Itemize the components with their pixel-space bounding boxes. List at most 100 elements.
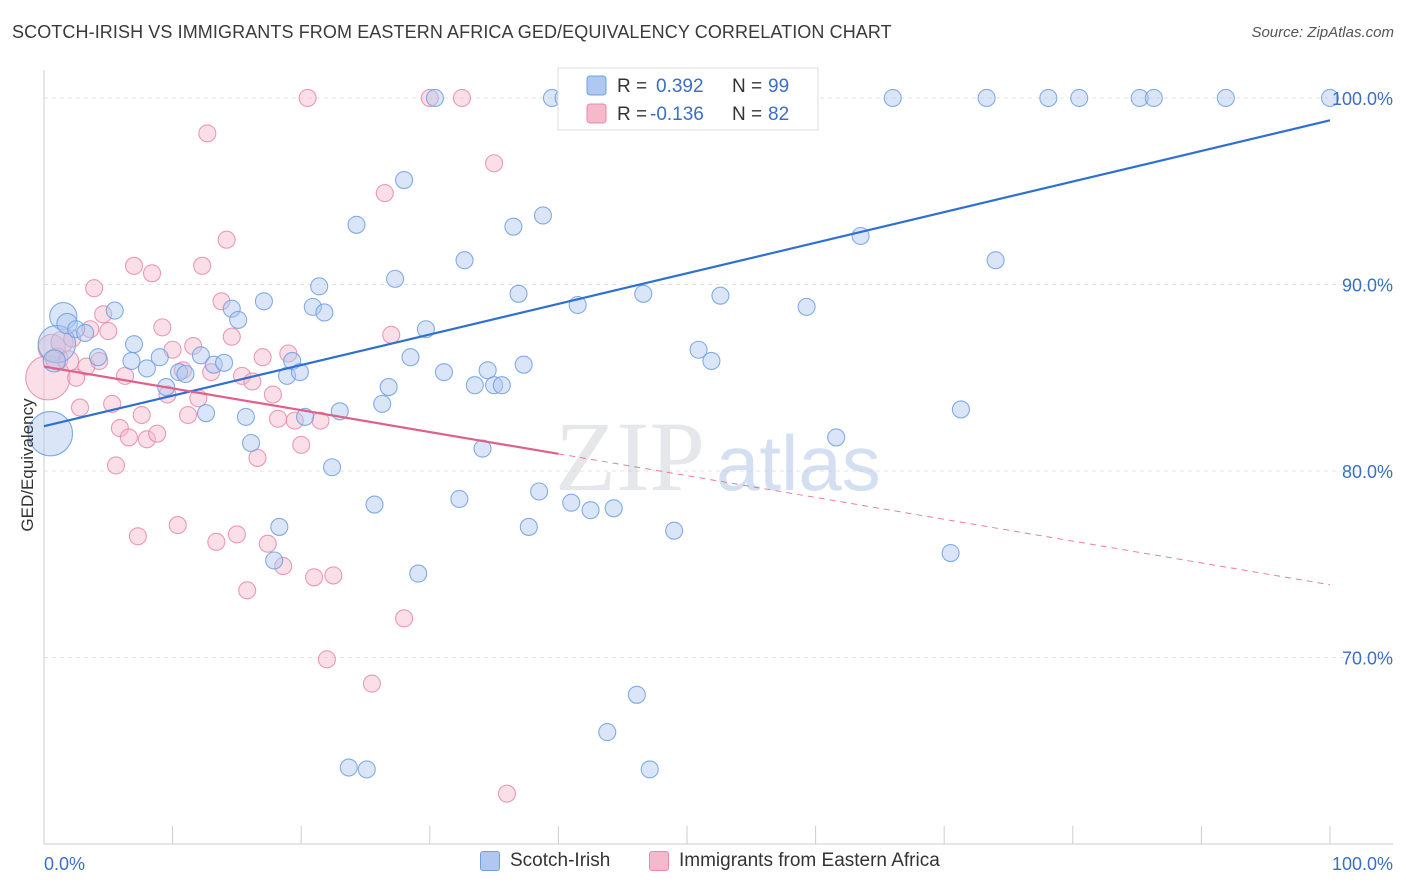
y-tick-labels: 70.0% 80.0% 90.0% 100.0% xyxy=(1332,89,1393,669)
eastern-africa-point-20 xyxy=(128,527,147,546)
legend-swatch-scotch-irish xyxy=(480,851,500,871)
eastern-africa-point-15 xyxy=(106,456,126,475)
eastern-africa-point-53 xyxy=(298,88,317,108)
eastern-africa-point-22 xyxy=(137,430,156,449)
scotch-irish-point-85 xyxy=(797,297,816,316)
legend-swatch-pink xyxy=(586,103,607,124)
eastern-africa-point-44 xyxy=(248,448,267,467)
eastern-africa-point-52 xyxy=(292,435,311,454)
scotch-irish-point-36 xyxy=(339,758,358,777)
eastern-africa-point-18 xyxy=(119,428,138,447)
scotch-irish-point-94 xyxy=(1070,88,1089,108)
scotch-irish-point-23 xyxy=(241,433,261,453)
eastern-africa-point-55 xyxy=(311,411,330,430)
trend-line-eastern-africa xyxy=(43,365,559,455)
scotch-irish-point-92 xyxy=(986,251,1005,270)
scotch-irish-point-6 xyxy=(76,323,95,343)
eastern-africa-point-39 xyxy=(222,327,241,346)
scotch-irish-point-10 xyxy=(137,359,156,378)
scotch-irish-point-95 xyxy=(1130,88,1149,108)
scotch-irish-point-64 xyxy=(562,493,581,512)
eastern-africa-point-60 xyxy=(382,325,401,344)
scotch-irish-point-16 xyxy=(191,346,210,365)
scotch-irish-point-44 xyxy=(401,348,420,367)
eastern-africa-point-28 xyxy=(168,516,187,535)
scotch-irish-point-9 xyxy=(124,335,144,354)
eastern-africa-point-31 xyxy=(184,336,203,356)
y-tick-label-100: 100.0% xyxy=(1332,89,1393,109)
scotch-irish-point-53 xyxy=(478,361,497,380)
scotch-irish-point-61 xyxy=(533,206,553,225)
scotch-irish-point-21 xyxy=(229,310,248,329)
eastern-africa-point-34 xyxy=(198,124,217,143)
scotch-irish-point-54 xyxy=(485,376,504,395)
legend-n-label-pink: N = xyxy=(732,104,762,125)
eastern-africa-point-40 xyxy=(227,525,246,544)
eastern-africa-point-61 xyxy=(395,609,414,628)
scotch-irish-point-42 xyxy=(386,269,405,288)
scotch-irish-point-37 xyxy=(347,215,366,234)
legend-r-value-blue: 0.392 xyxy=(656,76,704,97)
eastern-africa-point-63 xyxy=(452,88,472,108)
legend-item-scotch-irish: Scotch-Irish xyxy=(480,850,610,872)
scotch-irish-point-89 xyxy=(941,544,960,563)
scotch-irish-point-93 xyxy=(1039,88,1058,108)
eastern-africa-point-64 xyxy=(485,154,504,173)
points-immigrants-eastern-africa xyxy=(25,88,517,803)
scotch-irish-point-41 xyxy=(379,378,398,397)
eastern-africa-point-48 xyxy=(269,409,288,428)
eastern-africa-point-33 xyxy=(193,256,212,275)
scotch-irish-point-73 xyxy=(634,284,653,303)
eastern-africa-point-46 xyxy=(258,534,277,553)
eastern-africa-point-0 xyxy=(25,355,71,401)
eastern-africa-point-49 xyxy=(274,557,293,576)
scotch-irish-point-78 xyxy=(689,340,708,359)
legend-label-eastern-africa: Immigrants from Eastern Africa xyxy=(679,850,940,871)
scotch-irish-point-57 xyxy=(509,284,528,303)
scotch-irish-point-38 xyxy=(357,760,376,779)
eastern-africa-point-45 xyxy=(253,348,272,367)
eastern-africa-point-24 xyxy=(148,424,167,443)
scotch-irish-point-22 xyxy=(236,407,255,426)
eastern-africa-point-42 xyxy=(238,581,257,600)
scotch-irish-point-14 xyxy=(169,363,189,382)
scotch-irish-point-98 xyxy=(1320,88,1340,108)
scotch-irish-point-15 xyxy=(176,364,195,384)
watermark-atlas: atlas xyxy=(716,419,881,507)
watermark-zip: ZIP xyxy=(555,401,705,512)
scotch-irish-point-19 xyxy=(214,353,234,372)
scotch-irish-point-11 xyxy=(122,351,141,370)
eastern-africa-point-51 xyxy=(285,411,304,430)
eastern-africa-point-59 xyxy=(375,184,394,203)
scotch-irish-point-56 xyxy=(504,217,523,236)
chart-source: Source: ZipAtlas.com xyxy=(1251,24,1394,41)
scotch-irish-point-20 xyxy=(222,299,241,318)
y-axis-label: GED/Equivalency xyxy=(18,398,37,532)
scotch-irish-point-68 xyxy=(598,723,617,742)
scotch-irish-point-80 xyxy=(711,286,730,305)
trend-line-eastern-africa-extrapolated xyxy=(558,453,1331,586)
scotch-irish-point-48 xyxy=(434,363,453,382)
scotch-irish-point-88 xyxy=(883,88,902,108)
legend-r-value-pink: -0.136 xyxy=(650,104,704,125)
scotch-irish-point-69 xyxy=(604,499,623,518)
scotch-irish-point-40 xyxy=(373,394,392,413)
y-tick-label-70: 70.0% xyxy=(1342,648,1393,668)
trend-lines xyxy=(43,119,1331,586)
scotch-irish-point-34 xyxy=(323,458,342,477)
scotch-irish-point-4 xyxy=(56,312,78,335)
scotch-irish-point-24 xyxy=(254,292,273,311)
bottom-legend: Scotch-Irish Immigrants from Eastern Afr… xyxy=(0,850,1406,880)
chart-title: SCOTCH-IRISH VS IMMIGRANTS FROM EASTERN … xyxy=(12,22,892,42)
scotch-irish-point-8 xyxy=(105,301,124,320)
y-tick-label-90: 90.0% xyxy=(1342,275,1393,295)
scotch-irish-point-60 xyxy=(530,482,549,501)
eastern-africa-point-47 xyxy=(263,385,282,404)
legend-r-label-blue: R = xyxy=(617,76,647,97)
scotch-irish-point-26 xyxy=(270,517,289,536)
trend-line-scotch-irish xyxy=(43,119,1331,428)
eastern-africa-point-7 xyxy=(70,398,90,417)
eastern-africa-point-57 xyxy=(324,566,343,585)
legend-n-value-blue: 99 xyxy=(768,76,789,97)
scotch-irish-point-74 xyxy=(640,760,659,779)
